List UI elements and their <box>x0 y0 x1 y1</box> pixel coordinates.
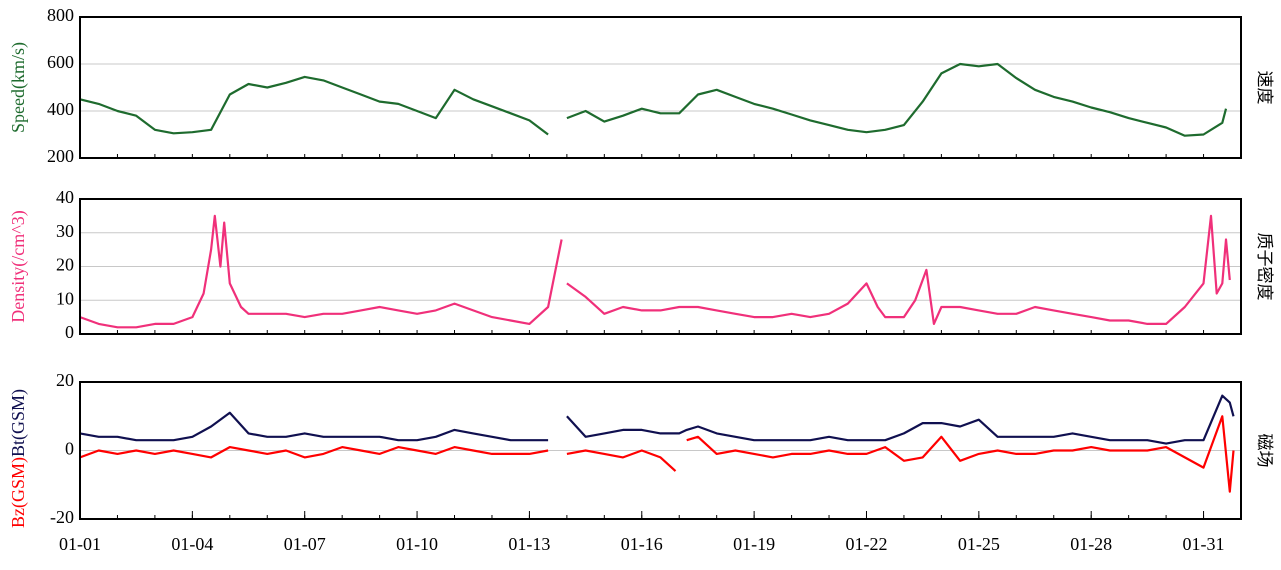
x-tick-label: 01-16 <box>621 534 663 554</box>
y-tick-label: 20 <box>56 255 74 275</box>
y-axis-label: Bz(GSM)Bt(GSM) <box>8 389 29 528</box>
y-tick-label: 20 <box>56 370 74 390</box>
x-tick-label: 01-31 <box>1183 534 1225 554</box>
data-line <box>79 415 1235 493</box>
x-tick-label: 01-13 <box>508 534 550 554</box>
plot-frame <box>79 198 1242 335</box>
y-tick-label: 10 <box>56 288 74 308</box>
y-tick-label: 200 <box>47 146 74 166</box>
legend-entry: Bz(GSM) <box>8 457 29 528</box>
y-tick-label: 0 <box>65 322 74 342</box>
x-tick-label: 01-19 <box>733 534 775 554</box>
y-tick-label: 400 <box>47 99 74 119</box>
y-tick-label: -20 <box>50 507 74 527</box>
side-label: 速度 <box>1254 71 1274 105</box>
y-tick-label: 40 <box>56 187 74 207</box>
x-tick-label: 01-10 <box>396 534 438 554</box>
x-tick-label: 01-01 <box>59 534 101 554</box>
y-tick-label: 0 <box>65 439 74 459</box>
y-axis-label: Density(/cm^3) <box>8 210 29 322</box>
side-label: 磁场 <box>1254 434 1274 468</box>
y-tick-label: 800 <box>47 5 74 25</box>
y-tick-label: 600 <box>47 52 74 72</box>
data-line <box>79 394 1235 445</box>
x-tick-label: 01-25 <box>958 534 1000 554</box>
x-tick-label: 01-04 <box>171 534 213 554</box>
x-tick-label: 01-22 <box>845 534 887 554</box>
data-line <box>79 214 1231 329</box>
side-label: 质子密度 <box>1254 233 1274 301</box>
y-axis-label: Speed(km/s) <box>8 42 29 133</box>
plot-frame <box>79 16 1242 159</box>
plot-frame <box>79 381 1242 520</box>
x-tick-label: 01-07 <box>284 534 326 554</box>
x-tick-label: 01-28 <box>1070 534 1112 554</box>
data-line <box>79 62 1228 137</box>
y-tick-label: 30 <box>56 221 74 241</box>
legend-entry: Bt(GSM) <box>8 389 29 457</box>
